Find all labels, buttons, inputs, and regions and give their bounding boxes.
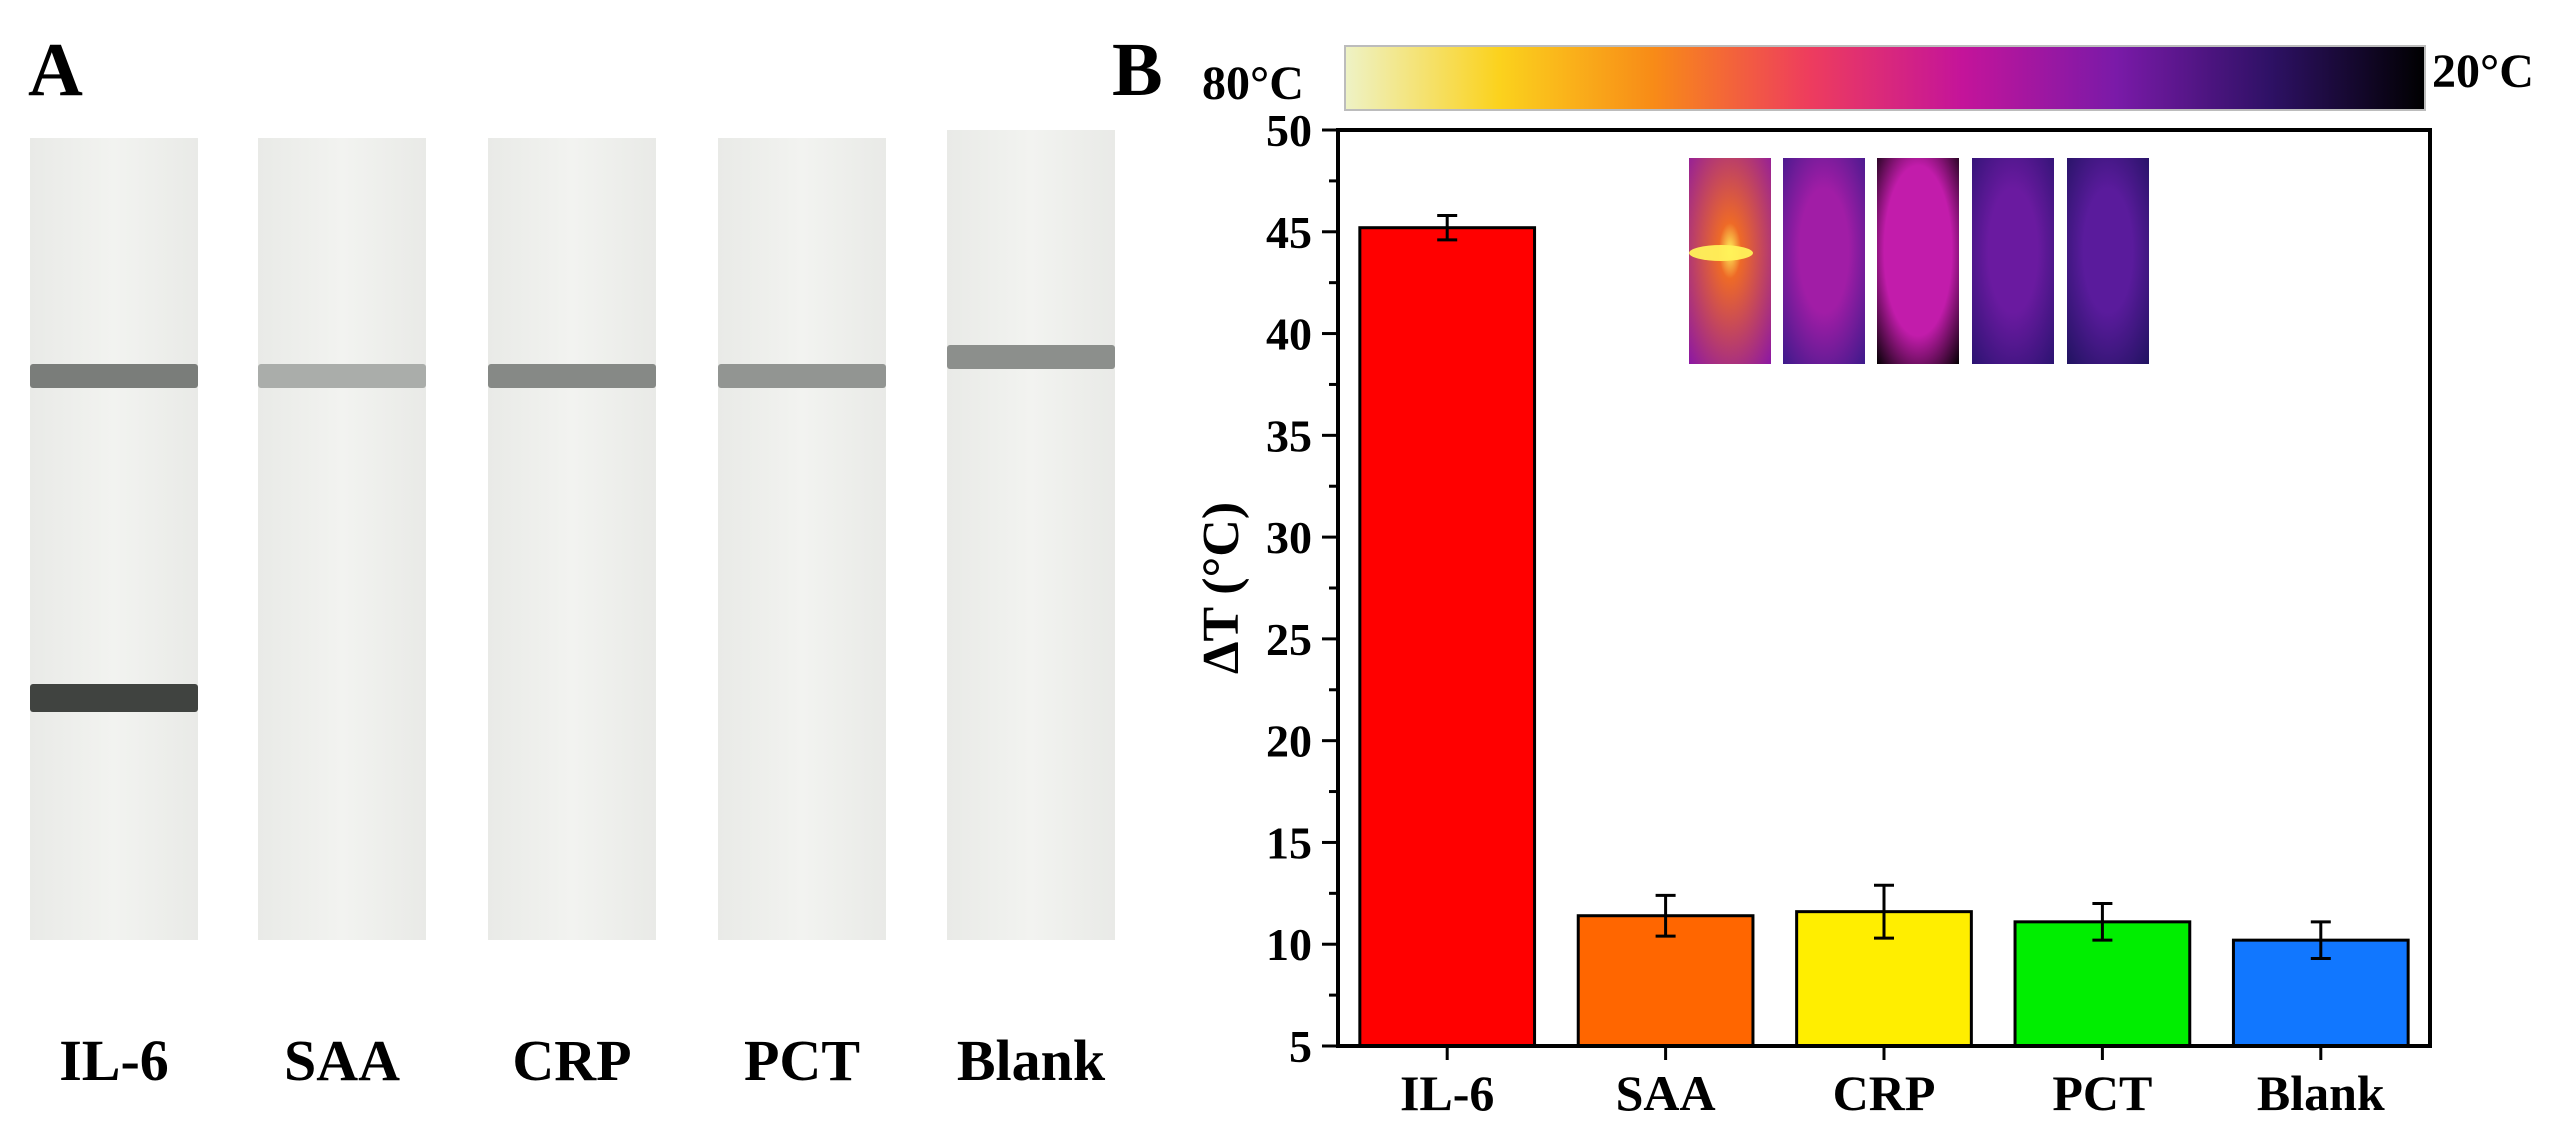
control-line: [488, 364, 656, 388]
y-tick-label: 30: [1266, 512, 1312, 563]
bar-chart: 5 10 15 20 25 30 35 40 45 50 IL-6 SAA CRP PCT Blank Δ…: [1193, 105, 2432, 1121]
thermal-image-blank: [2067, 158, 2149, 364]
thermal-image-pct: [1972, 158, 2054, 364]
strip-label: CRP: [512, 1028, 631, 1093]
strip-saa: SAA: [258, 138, 426, 1093]
panel-a-label: A: [28, 28, 83, 112]
error-bars: [1437, 213, 2331, 960]
thermal-images: [1689, 158, 2149, 364]
bar-il-6: [1358, 226, 1537, 1048]
x-axis: IL-6 SAA CRP PCT Blank: [1400, 1046, 2385, 1121]
y-tick-label: 5: [1289, 1021, 1312, 1072]
colorbar-high-label: 80°C: [1202, 57, 1304, 110]
strip-label: SAA: [284, 1028, 400, 1093]
colorbar-low-label: 20°C: [2432, 45, 2534, 98]
colorbar-bar: [1344, 45, 2426, 111]
test-line: [30, 684, 198, 712]
x-tick-label-il-6: IL-6: [1400, 1065, 1494, 1121]
strip-crp: CRP: [488, 138, 656, 1093]
strip-pct: PCT: [718, 138, 886, 1093]
y-tick-label: 15: [1266, 817, 1312, 868]
control-line: [30, 364, 198, 388]
error-bar-saa: [1655, 893, 1676, 938]
control-line: [718, 364, 886, 388]
strip-body: [488, 138, 656, 940]
panel-b: B 80°C 20°C 5 10 15 20 25 30 35 40 45 50 IL-6 SAA C…: [1112, 28, 2534, 1121]
strip-body: [718, 138, 886, 940]
strip-label: Blank: [957, 1028, 1106, 1093]
error-bar-blank: [2310, 920, 2331, 960]
error-bar-crp: [1874, 883, 1894, 940]
x-tick-label-pct: PCT: [2052, 1065, 2152, 1121]
thermal-image-saa: [1783, 158, 1865, 364]
strip-body: [947, 130, 1115, 940]
x-tick-label-blank: Blank: [2257, 1065, 2385, 1121]
thermal-image-crp: [1877, 158, 1959, 364]
thermal-image-il-6: [1689, 158, 1771, 364]
y-tick-label: 40: [1266, 309, 1312, 360]
strip-body: [258, 138, 426, 940]
panel-a: A IL-6 SAA CRP PCT Blank: [28, 28, 1115, 1093]
strip-il-6: IL-6: [30, 138, 198, 1093]
x-tick-label-crp: CRP: [1833, 1065, 1936, 1121]
control-line: [947, 345, 1115, 369]
strip-label: PCT: [744, 1028, 860, 1093]
y-tick-label: 45: [1266, 207, 1312, 258]
colorbar: 80°C 20°C: [1202, 45, 2534, 111]
strip-body: [30, 138, 198, 940]
y-tick-label: 10: [1266, 919, 1312, 970]
test-strips: IL-6 SAA CRP PCT Blank: [30, 130, 1115, 1093]
y-tick-label: 25: [1266, 614, 1312, 665]
error-bar-pct: [2092, 902, 2113, 942]
x-tick-label-saa: SAA: [1616, 1065, 1716, 1121]
strip-blank: Blank: [947, 130, 1115, 1093]
y-tick-label: 20: [1266, 716, 1312, 767]
y-axis: 5 10 15 20 25 30 35 40 45 50: [1266, 105, 1338, 1072]
y-tick-label: 35: [1266, 410, 1312, 461]
strip-label: IL-6: [59, 1028, 169, 1093]
y-axis-label: ΔT (°C): [1193, 502, 1250, 674]
panel-b-label: B: [1112, 28, 1163, 112]
control-line: [258, 364, 426, 388]
y-tick-label: 50: [1266, 105, 1312, 156]
bar-pct: [2013, 920, 2192, 1048]
error-bar-il-6: [1437, 213, 1458, 242]
